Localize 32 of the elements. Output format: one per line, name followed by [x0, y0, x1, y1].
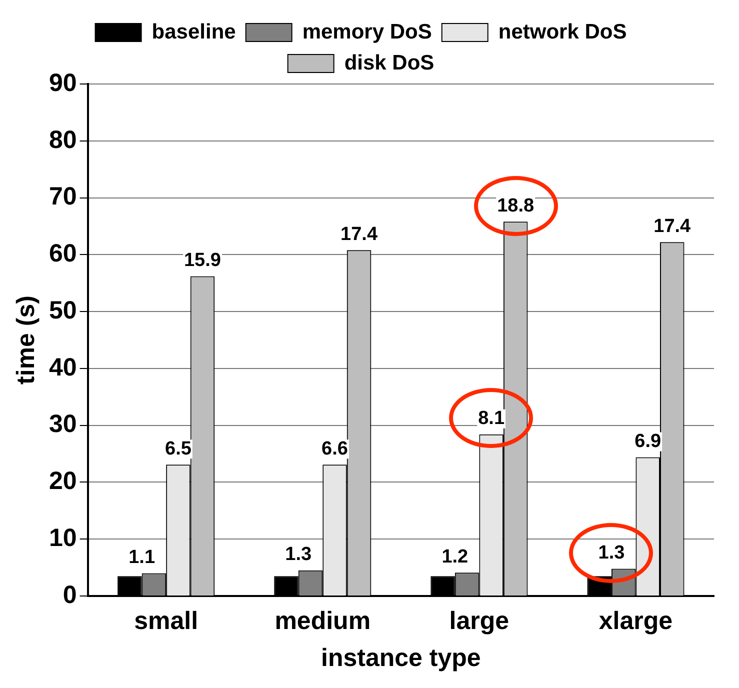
y-tick-label: 70	[48, 182, 77, 211]
y-tick-label: 80	[48, 126, 77, 154]
annotation: 17.4	[654, 216, 692, 237]
annotation: 17.4	[340, 224, 378, 245]
legend-label: memory DoS	[302, 20, 432, 44]
legend-label: network DoS	[498, 20, 627, 44]
annotation: 6.6	[322, 438, 348, 460]
annotation: 8.1	[478, 408, 505, 430]
annotation: 1.3	[285, 544, 312, 566]
y-tick-label: 30	[48, 410, 77, 438]
x-axis-title: instance type	[321, 644, 481, 672]
y-axis-title: time (s)	[12, 296, 40, 384]
annotation: 1.2	[442, 546, 468, 568]
y-tick-label: 20	[48, 467, 77, 496]
y-tick-label: 50	[48, 296, 77, 324]
y-tick-label: 90	[48, 68, 77, 97]
y-tick-label: 10	[48, 524, 77, 552]
x-tick-label: medium	[274, 606, 371, 635]
annotation: 15.9	[184, 250, 221, 272]
x-tick-label: xlarge	[598, 606, 673, 635]
x-tick-label: small	[134, 606, 198, 635]
x-tick-label: large	[449, 606, 510, 635]
legend-label: disk DoS	[344, 51, 434, 74]
annotation: 1.1	[128, 546, 156, 568]
y-tick-label: 60	[48, 240, 77, 268]
annotation: 18.8	[497, 195, 534, 216]
legend-label: baseline	[152, 20, 236, 44]
annotation: 6.9	[634, 430, 662, 452]
y-tick-label: 40	[48, 353, 77, 382]
annotation: 1.3	[598, 542, 625, 564]
annotation: 6.5	[165, 438, 192, 460]
y-tick-label: 0	[62, 580, 77, 609]
